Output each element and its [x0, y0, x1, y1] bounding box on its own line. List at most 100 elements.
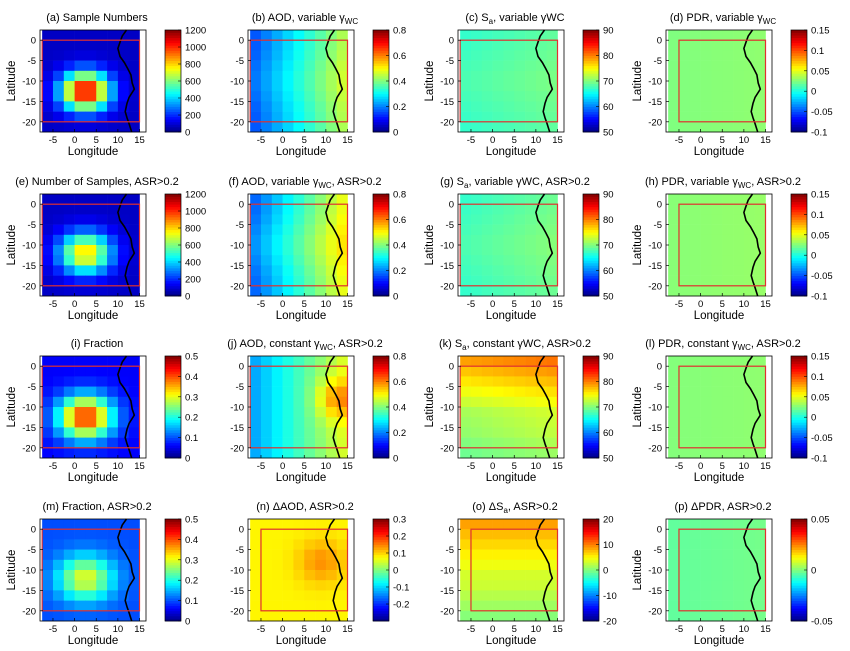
panel-title-tail: , constant γWC, ASR>0.2	[467, 338, 591, 350]
colorbar-segment	[373, 283, 389, 287]
heatmap-cell	[271, 91, 283, 102]
heatmap-cell	[74, 539, 86, 550]
heatmap-cell	[743, 417, 755, 428]
heatmap-cell	[52, 396, 65, 408]
heatmap-cell	[325, 204, 337, 215]
heatmap-cell	[503, 386, 515, 398]
heatmap-cell	[336, 50, 348, 61]
heatmap-cell	[260, 590, 273, 601]
heatmap-cell	[535, 234, 547, 246]
colorbar-segment	[373, 389, 389, 393]
heatmap-cell	[52, 519, 65, 530]
heatmap-cell	[271, 417, 283, 428]
heatmap-cell	[315, 111, 327, 123]
heatmap-cell	[514, 70, 526, 82]
y-tick-label: -15	[22, 97, 36, 108]
colorbar-segment	[165, 81, 181, 84]
heatmap-cell	[107, 447, 119, 459]
colorbar-segment	[373, 598, 389, 601]
region-box	[470, 528, 559, 612]
y-tick-label: -15	[440, 423, 454, 434]
heatmap-cell	[85, 417, 97, 428]
colorbar-tick-label: 80	[603, 51, 614, 62]
heatmap-cell	[689, 30, 701, 41]
heatmap-cell	[743, 529, 755, 540]
heatmap-cell	[535, 376, 547, 387]
heatmap-cell	[668, 265, 680, 276]
heatmap-cell	[722, 580, 734, 591]
heatmap-cell	[250, 407, 262, 418]
heatmap-cell	[74, 40, 86, 51]
heatmap-cell	[315, 549, 327, 561]
colorbar-segment	[583, 442, 599, 446]
heatmap-cell	[315, 570, 327, 581]
x-tick-label: 5	[720, 135, 725, 146]
colorbar-segment	[791, 124, 807, 128]
colorbar-segment	[791, 250, 807, 254]
colorbar-segment	[583, 575, 599, 579]
heatmap-cell	[754, 366, 766, 377]
colorbar-tick-label: 0.4	[185, 535, 198, 546]
heatmap-cell	[260, 356, 273, 367]
heatmap-cell	[63, 50, 75, 61]
heatmap-cell	[107, 255, 119, 266]
heatmap-cell	[282, 204, 294, 215]
colorbar-segment	[165, 445, 181, 449]
heatmap-cell	[481, 91, 493, 102]
heatmap-cell	[52, 386, 65, 398]
heatmap-cell	[74, 366, 86, 377]
heatmap-cell	[481, 81, 493, 92]
heatmap-cell	[74, 111, 86, 123]
heatmap-cell	[282, 224, 294, 236]
x-tick-label: -5	[49, 135, 57, 146]
y-axis-label: Latitude	[6, 225, 18, 266]
colorbar-segment	[791, 440, 807, 444]
heatmap-cell	[74, 610, 86, 622]
heatmap-cell	[733, 194, 745, 205]
heatmap-cell	[304, 366, 316, 377]
heatmap-cell	[85, 356, 97, 367]
colorbar-segment	[791, 381, 807, 385]
colorbar-segment	[165, 524, 181, 528]
colorbar-segment	[583, 199, 599, 203]
colorbar-segment	[583, 452, 599, 456]
colorbar-segment	[165, 106, 181, 110]
heatmap-cell	[514, 194, 526, 205]
heatmap-cell	[315, 447, 327, 459]
heatmap-cell	[271, 376, 283, 387]
heatmap-cell	[535, 559, 547, 571]
y-axis-label: Latitude	[632, 225, 644, 266]
colorbar-segment	[791, 401, 807, 405]
heatmap-cell	[74, 60, 86, 72]
heatmap-cell	[315, 559, 327, 571]
x-tick-label: 5	[94, 624, 99, 635]
colorbar-segment	[791, 570, 807, 573]
colorbar-segment	[791, 600, 807, 604]
heatmap-cell	[481, 437, 493, 449]
heatmap-cell	[117, 549, 129, 561]
heatmap-cell	[754, 30, 766, 41]
heatmap-cell	[481, 549, 493, 561]
heatmap-cell	[117, 91, 129, 102]
heatmap-cell	[85, 81, 97, 92]
colorbar-segment	[373, 196, 389, 200]
heatmap-cell	[678, 50, 691, 61]
heatmap-cell	[42, 366, 54, 377]
heatmap-cell	[74, 245, 86, 256]
y-tick-label: -5	[446, 220, 454, 231]
heatmap-cell	[711, 121, 723, 133]
y-tick-label: 0	[657, 200, 662, 211]
colorbar-segment	[791, 75, 807, 79]
heatmap-cell	[325, 101, 337, 112]
heatmap-cell	[711, 70, 723, 82]
heatmap-cell	[250, 194, 262, 205]
x-tick-label: 0	[698, 624, 703, 635]
heatmap-cell	[711, 60, 723, 72]
colorbar-segment	[373, 424, 389, 428]
heatmap-cell	[336, 590, 348, 601]
heatmap-cell	[304, 224, 316, 236]
heatmap-cell	[754, 427, 766, 438]
colorbar-segment	[165, 531, 181, 535]
